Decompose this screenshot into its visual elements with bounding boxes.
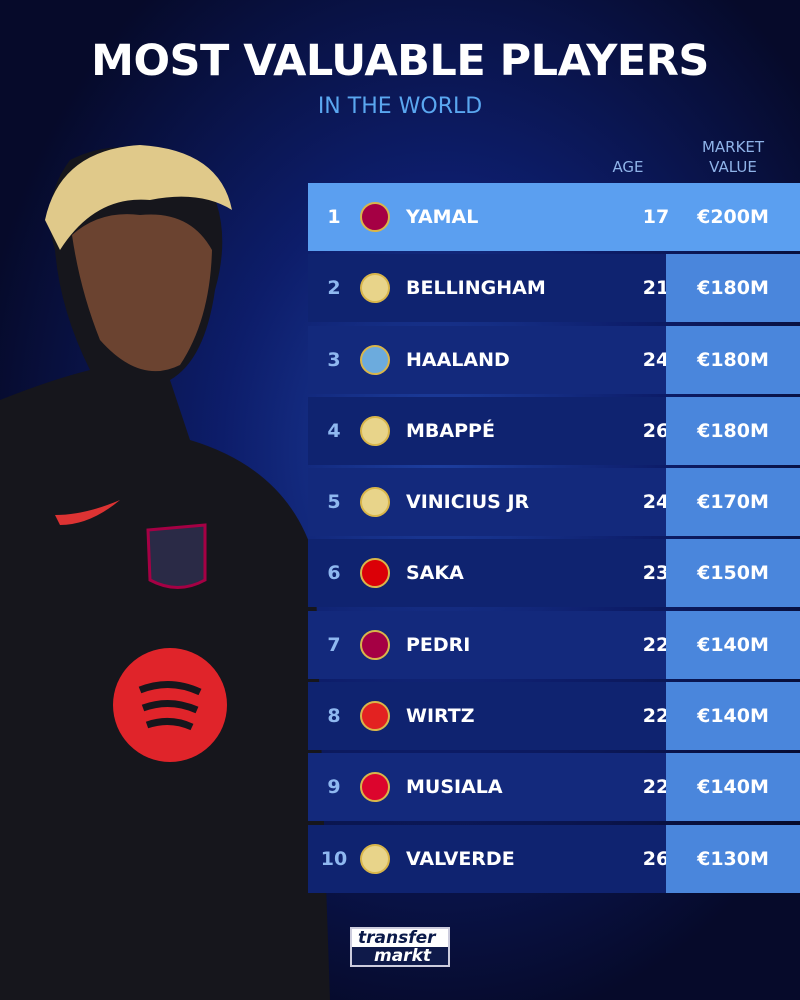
market-value: €140M <box>666 610 800 679</box>
table-row: 6 SAKA 23 €150M <box>308 539 800 608</box>
club-crest-icon <box>360 202 390 232</box>
player-name: WIRTZ <box>406 705 475 728</box>
rank: 9 <box>327 776 341 799</box>
rank: 7 <box>327 633 341 656</box>
player-age: 23 <box>642 562 670 585</box>
player-name: SAKA <box>406 562 464 585</box>
table-row: 7 PEDRI 22 €140M <box>308 610 800 679</box>
table-row: 8 WIRTZ 22 €140M <box>308 682 800 751</box>
club-crest-icon <box>360 772 390 803</box>
page-subtitle: IN THE WORLD <box>317 94 483 119</box>
player-name: PEDRI <box>406 633 471 656</box>
table-row: 9 MUSIALA 22 €140M <box>308 753 800 822</box>
market-value-column-header: MARKET VALUE <box>701 138 765 176</box>
market-value: €170M <box>666 468 800 537</box>
market-value: €130M <box>666 824 800 893</box>
player-name: YAMAL <box>406 206 479 228</box>
player-age: 21 <box>642 277 670 300</box>
market-value: €200M <box>697 206 769 228</box>
player-age: 26 <box>642 847 670 870</box>
player-photo <box>0 145 330 1000</box>
club-crest-icon <box>360 701 390 732</box>
player-age: 17 <box>642 206 670 228</box>
rank: 4 <box>327 419 341 442</box>
rank: 1 <box>327 206 341 228</box>
market-value: €180M <box>666 254 800 323</box>
player-name: HAALAND <box>406 348 510 371</box>
logo-line2: markt <box>374 946 432 966</box>
transfermarkt-logo: transfer markt <box>350 927 450 967</box>
player-name: MBAPPÉ <box>406 419 495 442</box>
rank: 10 <box>320 847 348 870</box>
club-crest-icon <box>360 415 390 446</box>
table-row: 5 VINICIUS JR 24 €170M <box>308 468 800 537</box>
player-name: BELLINGHAM <box>406 277 546 300</box>
age-column-header: AGE <box>612 158 644 176</box>
table-row: 10 VALVERDE 26 €130M <box>308 824 800 893</box>
market-value: €150M <box>666 539 800 608</box>
player-name: VINICIUS JR <box>406 491 530 514</box>
player-age: 22 <box>642 705 670 728</box>
page-title: MOST VALUABLE PLAYERS <box>91 36 709 86</box>
market-value: €180M <box>666 396 800 465</box>
market-value: €140M <box>666 753 800 822</box>
player-name: VALVERDE <box>406 847 515 870</box>
club-crest-icon <box>360 629 390 660</box>
club-crest-icon <box>360 558 390 589</box>
player-age: 22 <box>642 776 670 799</box>
rank: 2 <box>327 277 341 300</box>
rank: 5 <box>327 491 341 514</box>
logo-line1: transfer <box>352 929 448 947</box>
player-age: 24 <box>642 348 670 371</box>
ranking-table: 1 YAMAL 17 €200M 2 BELLINGHAM 21 €180M 3 H… <box>308 183 800 896</box>
rank: 8 <box>327 705 341 728</box>
rank: 3 <box>327 348 341 371</box>
club-crest-icon <box>360 273 390 304</box>
player-name: MUSIALA <box>406 776 503 799</box>
club-crest-icon <box>360 843 390 874</box>
market-value: €140M <box>666 682 800 751</box>
table-row: 4 MBAPPÉ 26 €180M <box>308 396 800 465</box>
table-row: 2 BELLINGHAM 21 €180M <box>308 254 800 323</box>
market-value: €180M <box>666 325 800 394</box>
player-age: 24 <box>642 491 670 514</box>
rank: 6 <box>327 562 341 585</box>
club-crest-icon <box>360 487 390 518</box>
table-row: 3 HAALAND 24 €180M <box>308 325 800 394</box>
club-crest-icon <box>360 344 390 375</box>
table-row: 1 YAMAL 17 €200M <box>308 183 800 251</box>
player-age: 26 <box>642 419 670 442</box>
player-age: 22 <box>642 633 670 656</box>
